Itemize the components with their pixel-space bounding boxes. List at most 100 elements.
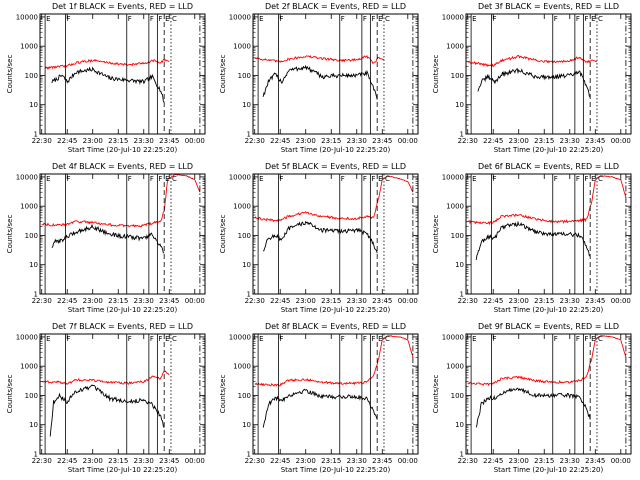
y-tick-label: 1 (34, 131, 38, 139)
x-tick-label: 22:30 (245, 457, 265, 465)
time-marker-label: F (128, 15, 132, 23)
y-axis-label: Counts/sec (432, 55, 440, 94)
panel-title: Det 4f BLACK = Events, RED = LLD (52, 162, 193, 171)
x-axis-label: Start Time (20-Jul-10 22:25:20) (281, 146, 391, 154)
time-marker-label: F (584, 15, 588, 23)
time-marker-label: F (158, 175, 162, 183)
time-marker-label: F (554, 175, 558, 183)
events-series-line (262, 220, 378, 254)
events-series-line (475, 220, 591, 260)
y-tick-label: 10000 (16, 173, 38, 181)
time-marker-label: F (341, 335, 345, 343)
events-series-line (51, 66, 165, 103)
y-tick-label: 10000 (229, 13, 251, 21)
y-tick-label: 100 (238, 392, 251, 400)
x-tick-label: 23:45 (159, 297, 179, 305)
panel-title: Det 1f BLACK = Events, RED = LLD (52, 2, 193, 11)
events-series-line (477, 67, 591, 98)
x-tick-label: 23:15 (108, 137, 128, 145)
time-marker-label: C (172, 15, 177, 23)
x-tick-label: 23:15 (534, 137, 554, 145)
y-tick-label: 1000 (20, 203, 38, 211)
x-axis-label: Start Time (20-Jul-10 22:25:20) (494, 466, 604, 474)
y-tick-label: 10 (242, 421, 251, 429)
y-tick-label: 1000 (20, 363, 38, 371)
x-tick-label: 22:45 (483, 297, 503, 305)
y-tick-label: 10000 (442, 173, 464, 181)
x-tick-label: 23:45 (159, 457, 179, 465)
time-marker-label: E (46, 15, 50, 23)
time-marker-label: C (598, 15, 603, 23)
y-tick-label: 1 (247, 291, 251, 299)
time-marker-label: C (598, 335, 603, 343)
time-marker-label: F (128, 335, 132, 343)
lld-series-line (467, 334, 627, 387)
y-tick-label: 1 (460, 131, 464, 139)
plot-frame (252, 173, 419, 295)
y-axis-label: Counts/sec (219, 375, 227, 414)
x-tick-label: 23:15 (321, 297, 341, 305)
panel-title: Det 9f BLACK = Events, RED = LLD (478, 322, 619, 331)
time-marker-label: F (371, 175, 375, 183)
y-axis-label: Counts/sec (219, 55, 227, 94)
x-tick-label: 23:45 (585, 457, 605, 465)
plot-frame (252, 333, 419, 455)
time-marker-label: F (341, 15, 345, 23)
x-tick-label: 00:00 (398, 137, 418, 145)
x-tick-label: 22:30 (32, 297, 52, 305)
time-marker-label: E (259, 175, 263, 183)
x-tick-label: 23:45 (372, 297, 392, 305)
events-series-line (49, 384, 165, 437)
time-marker-label: F (554, 15, 558, 23)
y-axis-label: Counts/sec (432, 375, 440, 414)
x-tick-label: 22:45 (57, 457, 77, 465)
x-tick-label: 23:15 (108, 297, 128, 305)
time-marker-label: E (591, 15, 595, 23)
time-marker-label: E (472, 175, 476, 183)
plot-frame (465, 13, 632, 135)
time-marker-label: F (371, 335, 375, 343)
time-marker-label: F (493, 15, 497, 23)
x-tick-label: 22:45 (57, 297, 77, 305)
x-tick-label: 00:00 (611, 137, 631, 145)
x-tick-label: 23:45 (372, 457, 392, 465)
x-tick-label: 22:30 (245, 137, 265, 145)
x-tick-label: 23:00 (83, 297, 103, 305)
time-marker-label: E (591, 175, 595, 183)
y-tick-label: 1 (460, 451, 464, 459)
x-tick-label: 23:45 (159, 137, 179, 145)
y-tick-label: 10 (29, 261, 38, 269)
x-axis-label: Start Time (20-Jul-10 22:25:20) (281, 466, 391, 474)
x-tick-label: 00:00 (611, 297, 631, 305)
panel-title: Det 2f BLACK = Events, RED = LLD (265, 2, 406, 11)
time-marker-label: F (493, 175, 497, 183)
x-axis-label: Start Time (20-Jul-10 22:25:20) (68, 466, 178, 474)
x-tick-label: 22:45 (483, 457, 503, 465)
x-tick-label: 22:45 (270, 297, 290, 305)
x-tick-label: 22:30 (245, 297, 265, 305)
y-tick-label: 10 (455, 261, 464, 269)
x-tick-label: 23:45 (585, 137, 605, 145)
x-tick-label: 23:30 (134, 137, 154, 145)
y-tick-label: 1 (34, 451, 38, 459)
plot-frame (465, 173, 632, 295)
time-marker-label: F (584, 175, 588, 183)
time-marker-label: F (67, 335, 71, 343)
y-axis-label: Counts/sec (6, 375, 14, 414)
x-axis-label: Start Time (20-Jul-10 22:25:20) (68, 146, 178, 154)
y-tick-label: 100 (451, 72, 464, 80)
time-marker-label: F (67, 175, 71, 183)
x-tick-label: 23:45 (585, 297, 605, 305)
time-marker-label: F (280, 175, 284, 183)
time-marker-label: E (378, 15, 382, 23)
y-tick-label: 10000 (16, 333, 38, 341)
x-tick-label: 23:30 (347, 297, 367, 305)
x-tick-label: 23:00 (83, 457, 103, 465)
x-axis-label: Start Time (20-Jul-10 22:25:20) (494, 306, 604, 314)
y-axis-label: Counts/sec (219, 215, 227, 254)
time-marker-label: F (150, 335, 154, 343)
y-tick-label: 1 (460, 291, 464, 299)
